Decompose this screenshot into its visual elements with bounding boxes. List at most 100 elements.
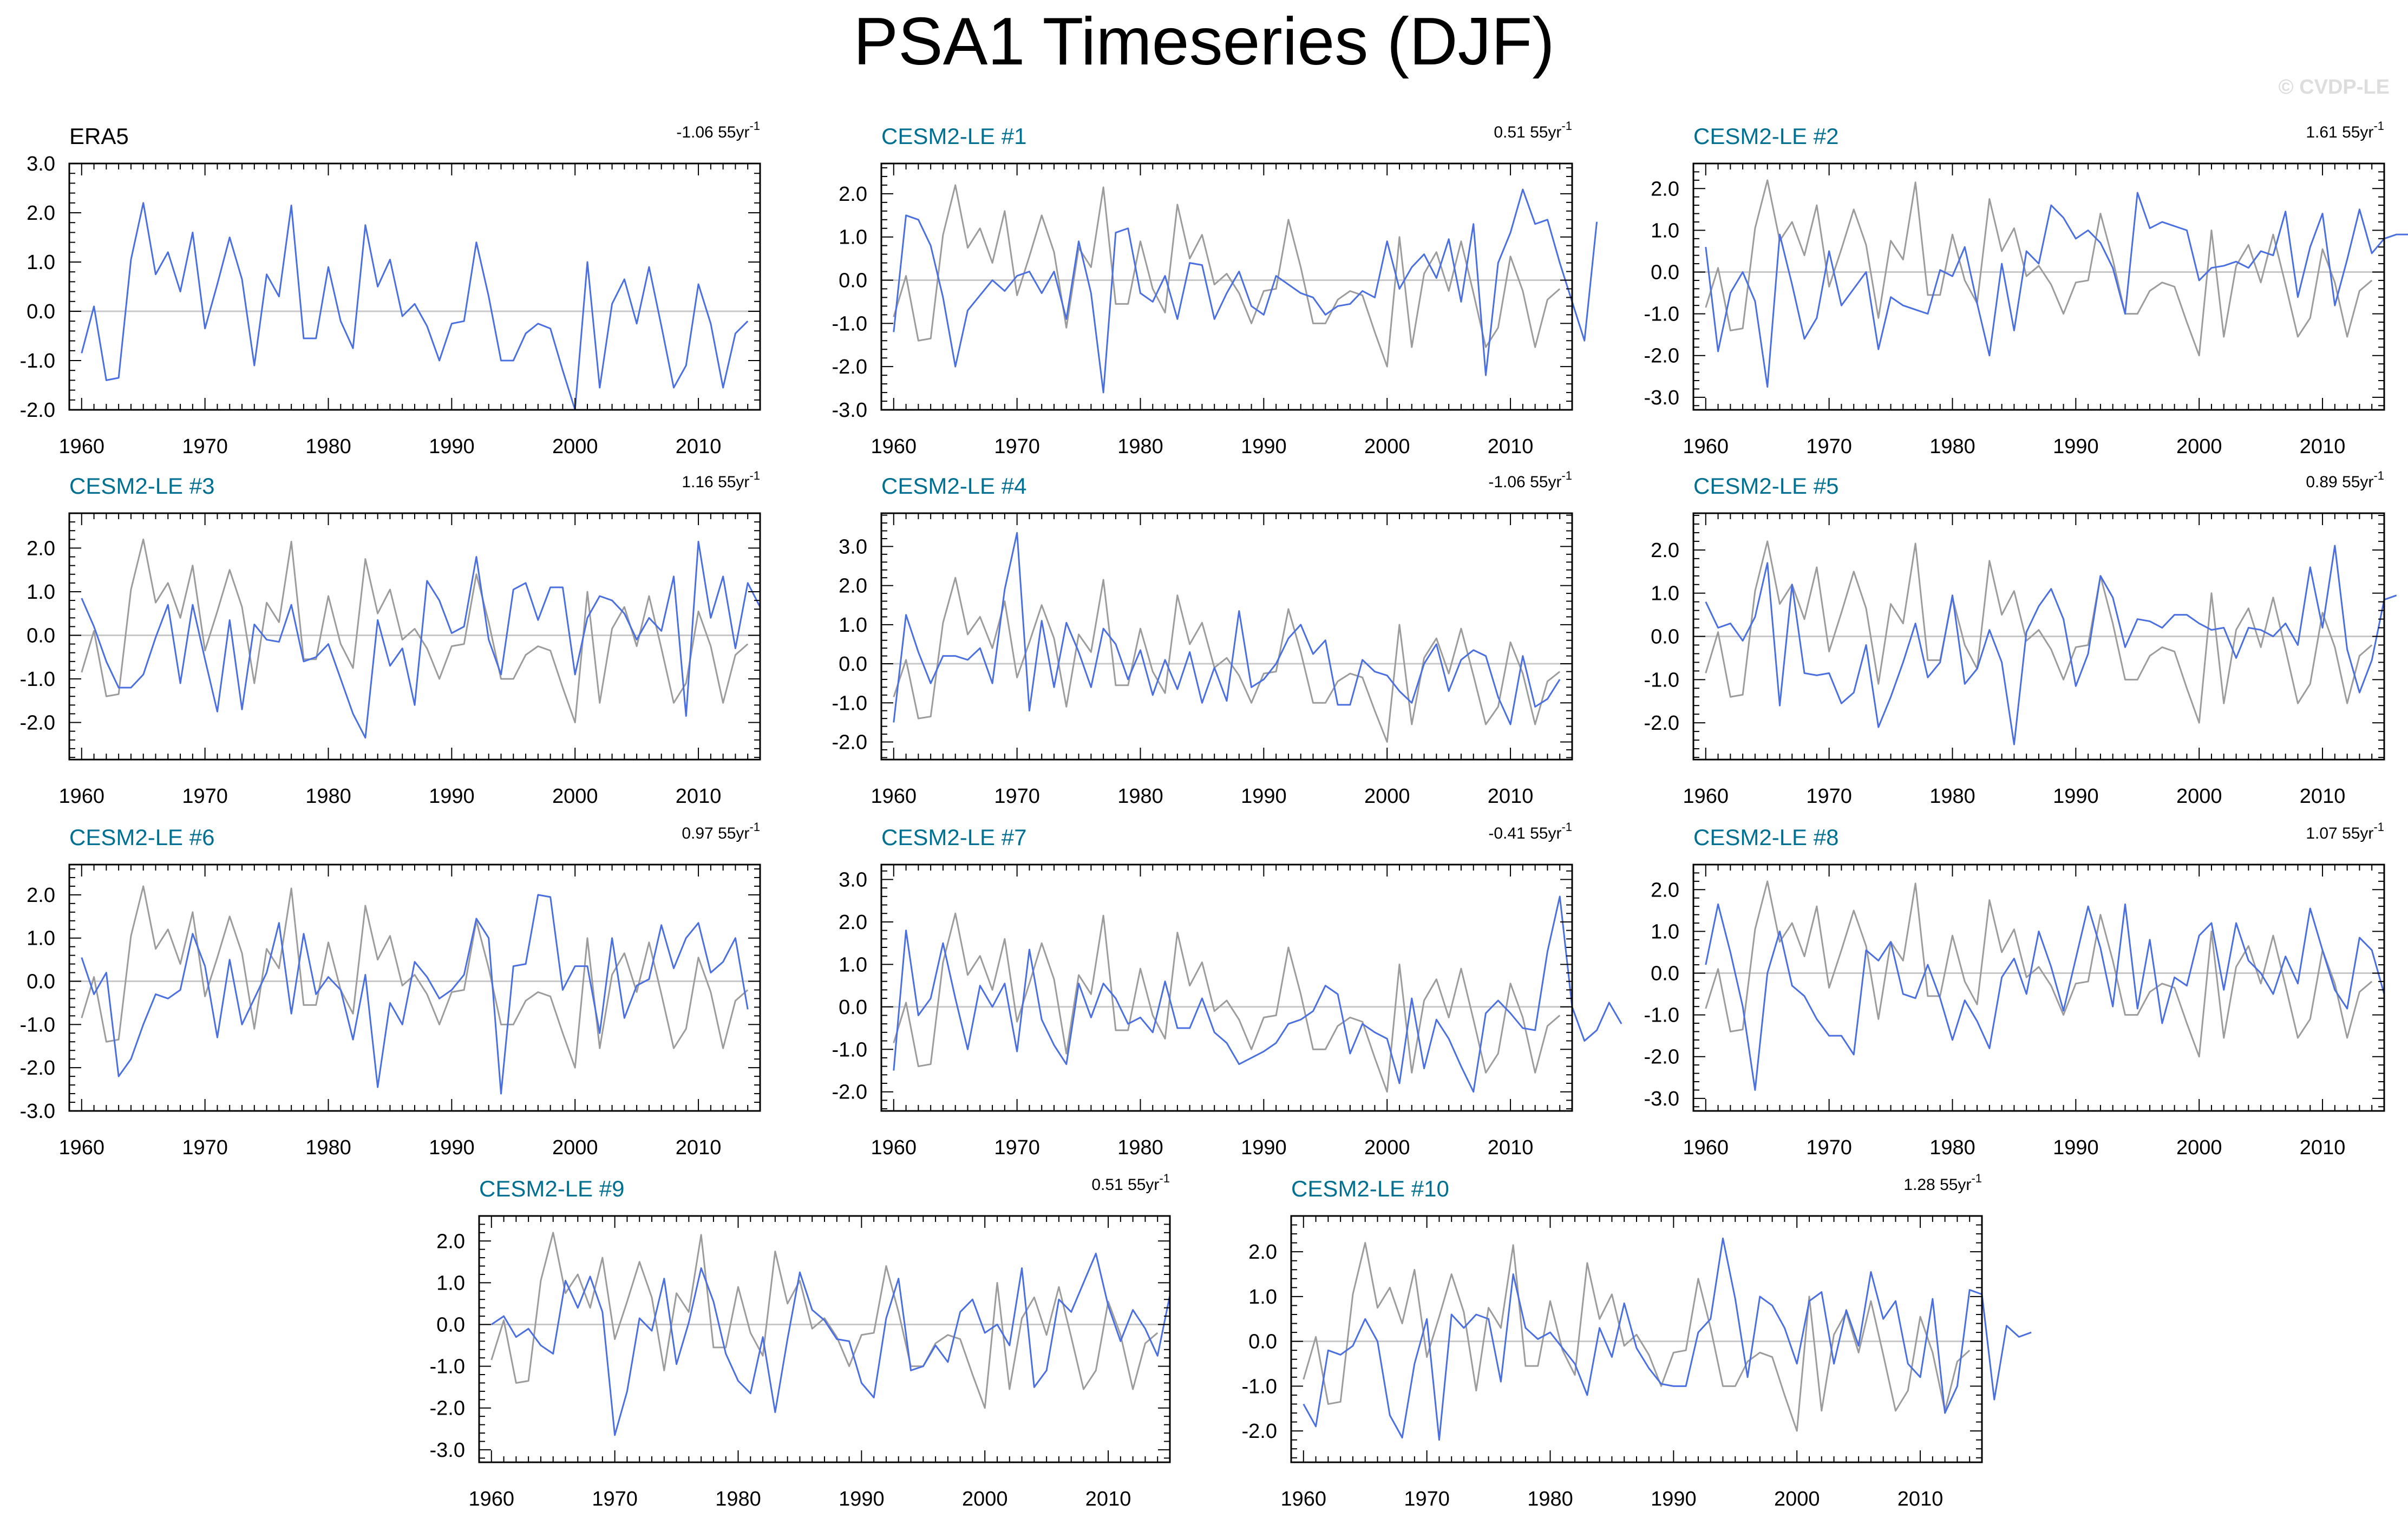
y-tick-label: 2.0: [27, 537, 55, 560]
panel-title: CESM2-LE #7: [881, 825, 1026, 850]
y-tick-label: 1.0: [839, 614, 867, 637]
trend-label: 1.28 55yr-1: [1903, 1172, 1982, 1194]
panel-6: 1960 1970 1980 1990 2000 2010 2.0 1.0 0.0 -1.0 -2.…: [20, 820, 761, 1159]
x-tick-label: 1980: [305, 1136, 351, 1159]
x-tick-label: 1970: [994, 435, 1040, 458]
obs-overlay-line: [1705, 880, 2373, 1058]
y-tick-label: -2.0: [1644, 345, 1679, 368]
y-tick-label: 0.0: [1651, 626, 1679, 649]
x-tick-label: 1970: [1806, 435, 1852, 458]
trend-label: -0.41 55yr-1: [1488, 820, 1572, 842]
plot-frame: [1692, 864, 2385, 1112]
y-tick-label: 1.0: [1248, 1286, 1277, 1309]
panel-3: 1960 1970 1980 1990 2000 2010 2.0 1.0 0.0 -1.0 -2.…: [20, 469, 761, 808]
x-tick-label: 1990: [839, 1488, 885, 1510]
series-line: [893, 895, 1622, 1093]
y-tick-label: -1.0: [832, 1038, 867, 1061]
x-tick-label: 1970: [182, 435, 228, 458]
panel-title: ERA5: [69, 123, 129, 149]
y-tick-label: -1.0: [430, 1356, 465, 1378]
x-tick-label: 2010: [2300, 1136, 2346, 1159]
x-tick-label: 2000: [552, 435, 598, 458]
panel-2: 1960 1970 1980 1990 2000 2010 2.0 1.0 0.0 -1.0 -2.…: [1644, 119, 2408, 458]
series-line: [81, 202, 749, 411]
trend-label: 0.89 55yr-1: [2306, 469, 2384, 491]
y-tick-label: 2.0: [1248, 1241, 1277, 1264]
y-tick-label: -1.0: [832, 312, 867, 335]
obs-overlay-line: [490, 1232, 1159, 1409]
panel-10: 1960 1970 1980 1990 2000 2010 2.0 1.0 0.0 -1.0 -2.…: [1242, 1172, 2032, 1510]
y-tick-label: -2.0: [832, 1081, 867, 1104]
y-tick-label: 1.0: [1651, 583, 1679, 605]
x-tick-label: 2000: [1364, 1136, 1410, 1159]
y-tick-label: 0.0: [1651, 963, 1679, 985]
x-tick-label: 1970: [182, 785, 228, 808]
x-tick-label: 1970: [994, 785, 1040, 808]
plot-frame: [880, 162, 1573, 411]
panel-title: CESM2-LE #3: [69, 473, 214, 499]
panel-7: 1960 1970 1980 1990 2000 2010 3.0 2.0 1.0 0.0 -1.0…: [832, 820, 1622, 1159]
obs-overlay-line: [893, 184, 1561, 368]
y-tick-label: 2.0: [839, 183, 867, 206]
y-tick-label: -2.0: [20, 712, 55, 735]
y-tick-label: 1.0: [436, 1272, 465, 1294]
y-tick-label: -1.0: [20, 1013, 55, 1036]
y-tick-label: -3.0: [1644, 1088, 1679, 1110]
y-tick-label: 1.0: [27, 927, 55, 950]
copyright-label: © CVDP-LE: [2278, 76, 2390, 99]
x-tick-label: 1990: [429, 785, 475, 808]
y-tick-label: -2.0: [1242, 1420, 1277, 1443]
series-line: [81, 894, 749, 1095]
page-title: PSA1 Timeseries (DJF): [853, 4, 1555, 79]
trend-label: 1.16 55yr-1: [682, 469, 760, 491]
plot-frame: [68, 162, 761, 411]
y-tick-label: 0.0: [27, 300, 55, 323]
series-line: [1303, 1237, 2032, 1441]
plot-frame: [1692, 162, 2385, 411]
y-tick-label: 2.0: [1651, 178, 1679, 200]
series-line: [1705, 903, 2385, 1091]
trend-label: 1.07 55yr-1: [2306, 820, 2384, 842]
series-line: [490, 1252, 1171, 1436]
y-tick-label: -1.0: [1242, 1375, 1277, 1398]
x-tick-label: 2000: [1364, 785, 1410, 808]
x-tick-label: 2010: [1488, 435, 1534, 458]
obs-overlay-line: [893, 577, 1561, 743]
x-tick-label: 2010: [1488, 1136, 1534, 1159]
x-tick-label: 1980: [1929, 435, 1975, 458]
x-tick-label: 1960: [1281, 1488, 1327, 1510]
panel-title: CESM2-LE #1: [881, 123, 1026, 149]
trend-label: 0.97 55yr-1: [682, 820, 760, 842]
y-tick-label: 2.0: [839, 911, 867, 934]
panel-title: CESM2-LE #8: [1693, 825, 1838, 850]
x-tick-label: 1970: [1806, 1136, 1852, 1159]
x-tick-label: 2010: [1085, 1488, 1131, 1510]
x-tick-label: 1960: [871, 435, 917, 458]
x-tick-label: 1970: [1404, 1488, 1450, 1510]
y-tick-label: 3.0: [839, 535, 867, 558]
plot-frame: [68, 864, 761, 1112]
panel-0: 1960 1970 1980 1990 2000 2010 3.0 2.0 1.0 0.0 -1.0…: [20, 119, 761, 458]
series-line: [893, 188, 1598, 394]
panel-8: 1960 1970 1980 1990 2000 2010 2.0 1.0 0.0 -1.0 -2.…: [1644, 820, 2385, 1159]
x-tick-label: 2000: [2176, 785, 2222, 808]
obs-overlay-line: [81, 538, 749, 724]
y-tick-label: 0.0: [839, 996, 867, 1019]
x-tick-label: 1980: [1117, 435, 1163, 458]
x-tick-label: 1990: [429, 1136, 475, 1159]
trend-label: -1.06 55yr-1: [1488, 469, 1572, 491]
x-tick-label: 1990: [1651, 1488, 1697, 1510]
plot-frame: [880, 864, 1573, 1112]
x-tick-label: 1980: [1527, 1488, 1573, 1510]
obs-overlay-line: [893, 912, 1561, 1093]
x-tick-label: 2000: [2176, 1136, 2222, 1159]
panel-title: CESM2-LE #6: [69, 825, 214, 850]
y-tick-label: -1.0: [1644, 303, 1679, 326]
y-tick-label: 2.0: [27, 884, 55, 907]
panel-1: 1960 1970 1980 1990 2000 2010 2.0 1.0 0.0 -1.0 -2.…: [832, 119, 1598, 458]
panel-title: CESM2-LE #5: [1693, 473, 1838, 499]
series-line: [893, 532, 1561, 725]
y-tick-label: -1.0: [832, 692, 867, 715]
y-tick-label: 1.0: [1651, 219, 1679, 242]
